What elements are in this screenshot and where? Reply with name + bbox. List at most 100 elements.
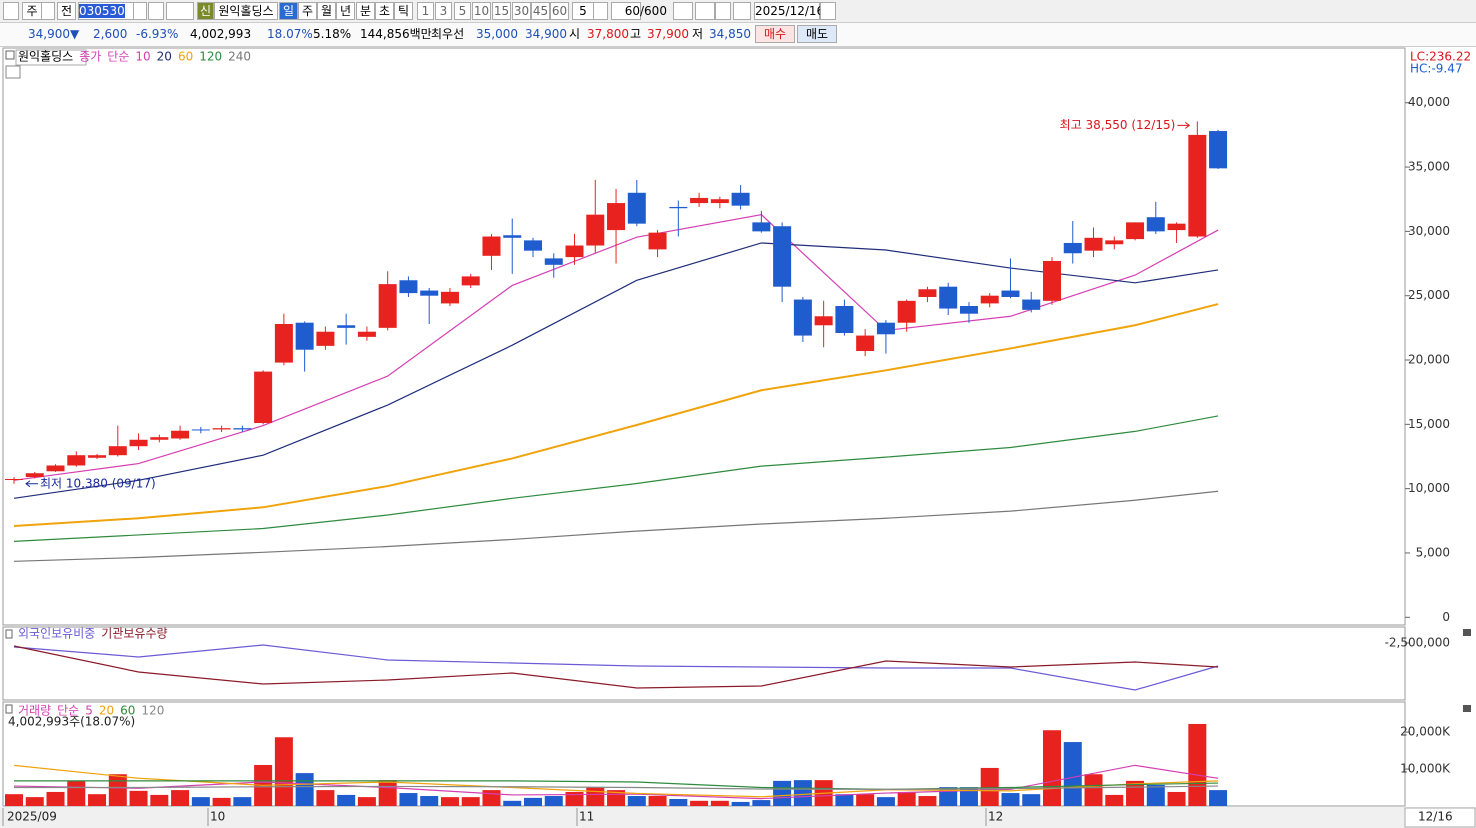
stock-name[interactable]: 원익홀딩스 [214,2,278,20]
sound[interactable] [166,2,194,20]
tool[interactable] [695,2,715,20]
legend-label: 단순 [107,50,129,64]
candle-body [856,335,875,352]
volume-bar [274,737,293,806]
panel-icon[interactable] [5,629,13,639]
minute[interactable]: 45 [531,2,550,20]
save[interactable] [715,2,731,20]
candle-body [918,289,937,297]
candle-body [88,455,107,458]
volume-bar [46,791,65,806]
candle-body [586,214,605,246]
minute[interactable]: 10 [472,2,491,20]
icon[interactable] [3,2,19,20]
buy-button[interactable]: 매수 [755,25,795,43]
prev[interactable]: 전 [57,2,76,20]
minute[interactable]: 3 [435,2,452,20]
price: 34,900▼ [28,27,80,41]
period[interactable]: 주 [298,2,317,20]
volume-bar [233,797,252,806]
minute[interactable]: 60 [550,2,569,20]
x-tick-label: 11 [579,810,594,824]
code: 030530 [79,4,125,18]
minute[interactable]: 30 [512,2,531,20]
period[interactable]: 분 [356,2,375,20]
sell-button[interactable]: 매도 [797,25,837,43]
candle-body [1167,223,1186,231]
candle-body [212,428,231,430]
market[interactable]: 주 [22,2,42,20]
low-note: 최저 10,380 (09/17) [40,476,156,490]
y-tick-label: 40,000 [1408,95,1450,109]
volume-bar [1084,774,1103,806]
volume-bar [835,794,854,806]
volume-bar [710,800,729,806]
ask: 35,000 [476,27,518,41]
x-tick-label: 12 [988,810,1003,824]
candle-body [357,331,376,337]
volume-bar [876,797,895,806]
legend-label: 종가 [79,50,101,64]
line-series [13,415,1219,542]
y-tick-label: -2,500,000 [1385,636,1450,650]
minute[interactable]: 15 [492,2,511,20]
menu-icon[interactable] [5,65,21,79]
volume-bar [1105,794,1124,806]
candle-body [440,291,459,304]
code-input[interactable]: 030530 [78,2,134,20]
dropdown[interactable] [133,2,147,20]
legend-label: 60 [178,50,193,64]
panel-icon[interactable] [5,704,13,714]
volume-subtitle: 4,002,993주(18.07%) [8,715,135,729]
volume-bar [565,791,584,806]
count[interactable]: 5 [572,2,594,20]
volume-bar [503,800,522,806]
calendar[interactable] [820,2,836,20]
volume-bar [378,780,397,806]
search[interactable] [148,2,164,20]
line-series [13,764,1219,800]
high-note: 최고 38,550 (12/15) [1060,118,1176,132]
candle-body [565,245,584,258]
panel-button[interactable] [1463,705,1471,712]
candle-body [731,192,750,206]
candle-body [461,276,480,286]
legend-label: 5 [85,704,93,718]
candle-body [233,428,252,430]
high: 37,900 [647,27,689,41]
y-tick-label: 20,000K [1400,725,1451,739]
legend-label: 10 [135,50,150,64]
candle-body [835,305,854,333]
high-label: 고 [630,27,642,41]
period[interactable]: 초 [375,2,394,20]
date[interactable]: 2025/12/16 [754,2,825,20]
minute[interactable]: 1 [417,2,434,20]
volume-bar [191,797,210,806]
settings[interactable] [733,2,751,20]
minute[interactable]: 5 [454,2,471,20]
line-series [14,780,1219,790]
dropdown[interactable] [41,2,55,20]
quote-bar: 34,900▼ 2,600 -6.93% 4,002,993 18.07% 5.… [0,23,1476,47]
dropdown[interactable] [593,2,608,20]
period[interactable]: 틱 [394,2,413,20]
panel-icon[interactable] [5,50,15,60]
y-tick-label: 35,000 [1408,160,1450,174]
panel-button[interactable] [1463,629,1471,636]
candle-body [1146,217,1165,232]
candle-body [773,226,792,287]
view-count[interactable]: 60 [611,2,641,20]
volume-bar [1043,730,1061,806]
candle-body [980,295,999,304]
volume-bar [1209,790,1228,806]
period[interactable]: 일 [279,2,298,20]
candle-body [524,240,542,251]
volume-bar [1001,793,1020,806]
change: 2,600 [93,27,128,41]
open: 37,800 [587,27,629,41]
line-series [14,785,1219,790]
period[interactable]: 년 [336,2,355,20]
tool[interactable] [673,2,693,20]
period[interactable]: 월 [317,2,336,20]
